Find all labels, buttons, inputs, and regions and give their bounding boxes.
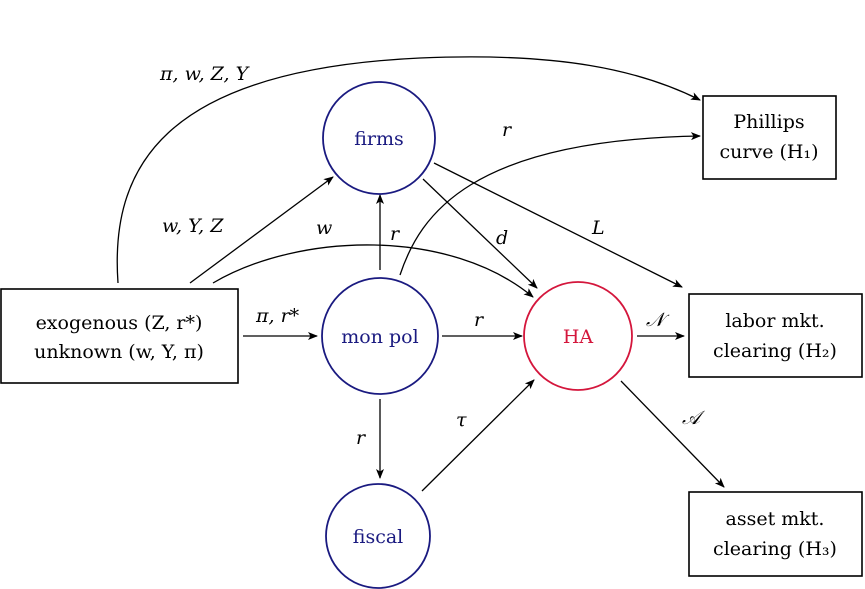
node-phillips-curve: Phillips curve (H₁) bbox=[702, 95, 837, 180]
node-labor-line2: clearing (H₂) bbox=[713, 340, 837, 362]
node-phillips-line1: Phillips bbox=[733, 111, 804, 133]
node-firms-label: firms bbox=[354, 128, 404, 150]
label-exo-to-monpol: π, r* bbox=[255, 305, 300, 327]
edge-firms-to-labor bbox=[433, 162, 683, 288]
label-exo-to-ha: w bbox=[316, 217, 332, 239]
node-ha-label: HA bbox=[563, 326, 594, 348]
label-monpol-to-fiscal: r bbox=[356, 427, 367, 449]
label-fiscal-to-ha: τ bbox=[456, 409, 467, 431]
label-ha-to-labor: 𝒩 bbox=[646, 309, 670, 331]
edge-exo-to-phillips bbox=[116, 56, 701, 284]
label-monpol-to-phillips: r bbox=[502, 119, 513, 141]
label-monpol-to-firms: r bbox=[390, 223, 401, 245]
node-labor-market: labor mkt. clearing (H₂) bbox=[688, 293, 863, 378]
edge-firms-to-ha bbox=[422, 178, 538, 289]
node-exogenous: exogenous (Z, r*) unknown (w, Y, π) bbox=[0, 288, 239, 384]
node-fiscal: fiscal bbox=[325, 483, 431, 589]
node-phillips-line2: curve (H₁) bbox=[720, 141, 819, 163]
label-firms-to-ha: d bbox=[496, 227, 508, 249]
node-labor-line1: labor mkt. bbox=[725, 310, 824, 332]
edge-ha-to-asset bbox=[620, 380, 725, 488]
node-ha: HA bbox=[523, 281, 633, 391]
node-asset-line1: asset mkt. bbox=[726, 508, 825, 530]
label-exo-to-phillips: π, w, Z, Y bbox=[159, 63, 251, 85]
label-ha-to-asset: 𝒜 bbox=[682, 407, 706, 429]
label-monpol-to-ha: r bbox=[474, 309, 485, 331]
label-exo-to-firms: w, Y, Z bbox=[162, 215, 224, 237]
edge-exo-to-ha bbox=[212, 244, 534, 298]
node-asset-market: asset mkt. clearing (H₃) bbox=[688, 491, 863, 577]
node-fiscal-label: fiscal bbox=[353, 526, 403, 548]
edge-exo-to-firms bbox=[189, 176, 334, 284]
label-firms-to-labor: L bbox=[591, 217, 605, 239]
node-exogenous-line1: exogenous (Z, r*) bbox=[36, 312, 203, 334]
node-mon-pol-label: mon pol bbox=[341, 326, 418, 348]
node-firms: firms bbox=[322, 81, 436, 195]
node-mon-pol: mon pol bbox=[321, 277, 439, 395]
edge-fiscal-to-ha bbox=[421, 379, 535, 492]
node-asset-line2: clearing (H₃) bbox=[713, 538, 837, 560]
node-exogenous-line2: unknown (w, Y, π) bbox=[34, 341, 204, 363]
edge-monpol-to-phillips bbox=[399, 132, 701, 276]
